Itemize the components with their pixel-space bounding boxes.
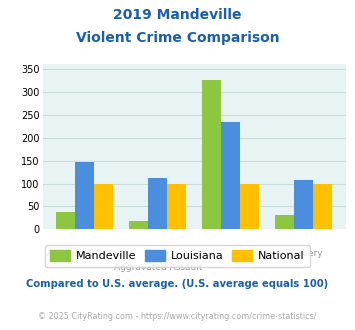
Text: 2019 Mandeville: 2019 Mandeville [113,8,242,22]
Bar [94,183,113,229]
Text: © 2025 CityRating.com - https://www.cityrating.com/crime-statistics/: © 2025 CityRating.com - https://www.city… [38,312,317,321]
Bar [202,81,222,229]
Bar [75,162,94,229]
Bar [148,178,167,229]
Bar [313,183,332,229]
Text: Robbery: Robbery [285,249,323,258]
Text: Rape: Rape [146,249,169,258]
Bar [167,183,186,229]
Bar [129,221,148,229]
Bar [275,215,294,229]
Bar [56,212,75,229]
Bar [294,180,313,229]
Text: All Violent Crime: All Violent Crime [47,249,123,258]
Legend: Mandeville, Louisiana, National: Mandeville, Louisiana, National [45,245,310,267]
Text: Violent Crime Comparison: Violent Crime Comparison [76,31,279,45]
Text: Aggravated Assault: Aggravated Assault [114,263,202,272]
Bar [240,183,260,229]
Bar [222,122,240,229]
Text: Compared to U.S. average. (U.S. average equals 100): Compared to U.S. average. (U.S. average … [26,279,329,289]
